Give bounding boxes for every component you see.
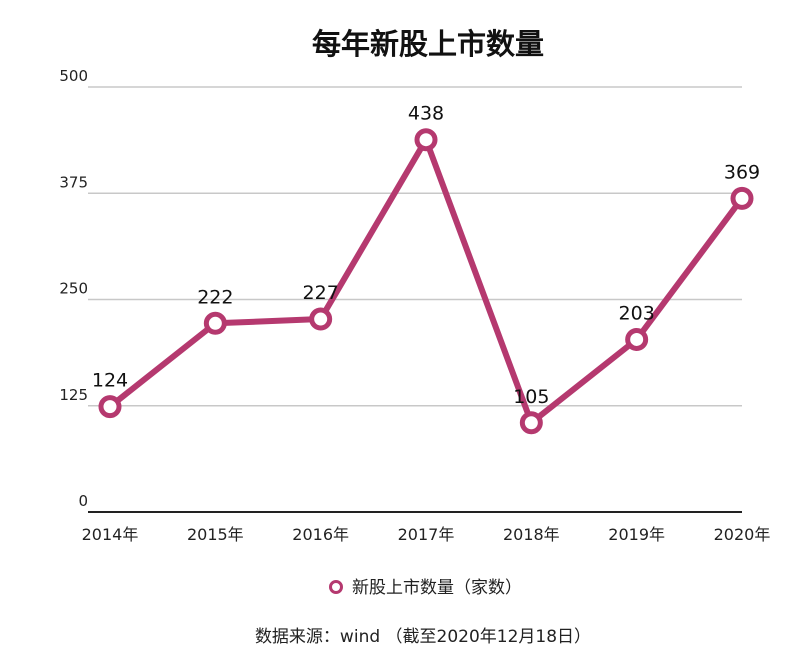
x-tick-label: 2020年 — [714, 525, 771, 544]
data-point — [519, 411, 543, 435]
x-tick-label: 2014年 — [82, 525, 139, 544]
y-tick-label: 375 — [59, 173, 88, 191]
data-label: 222 — [197, 286, 233, 308]
x-tick-label: 2017年 — [398, 525, 455, 544]
data-point — [203, 311, 227, 335]
y-tick-label: 0 — [78, 492, 88, 510]
data-label: 105 — [513, 386, 549, 408]
data-label: 124 — [92, 370, 128, 392]
data-label: 227 — [303, 282, 339, 304]
y-tick-label: 500 — [59, 67, 88, 85]
x-tick-label: 2018年 — [503, 525, 560, 544]
data-point — [309, 307, 333, 331]
data-point — [98, 395, 122, 419]
data-labels: 124 222 227 438 105 203 369 — [92, 103, 760, 408]
y-axis-ticks: 0 125 250 375 500 — [59, 67, 88, 510]
legend: 新股上市数量（家数） — [329, 578, 522, 598]
source-note: 数据来源：wind （截至2020年12月18日） — [255, 627, 591, 647]
y-tick-label: 250 — [59, 280, 88, 298]
x-tick-label: 2015年 — [187, 525, 244, 544]
series-layer — [98, 128, 754, 435]
gridlines — [88, 86, 742, 513]
legend-marker-icon — [329, 580, 343, 594]
legend-label: 新股上市数量（家数） — [352, 578, 522, 598]
x-tick-label: 2016年 — [292, 525, 349, 544]
data-point — [625, 327, 649, 351]
data-label: 203 — [619, 302, 655, 324]
data-label: 369 — [724, 161, 760, 183]
series-line — [107, 136, 745, 426]
chart-title: 每年新股上市数量 — [312, 27, 544, 61]
x-axis-ticks: 2014年 2015年 2016年 2017年 2018年 2019年 2020年 — [82, 525, 771, 544]
data-point — [414, 128, 438, 152]
data-point — [730, 186, 754, 210]
x-tick-label: 2019年 — [608, 525, 665, 544]
y-tick-label: 125 — [59, 386, 88, 404]
data-label: 438 — [408, 103, 444, 125]
